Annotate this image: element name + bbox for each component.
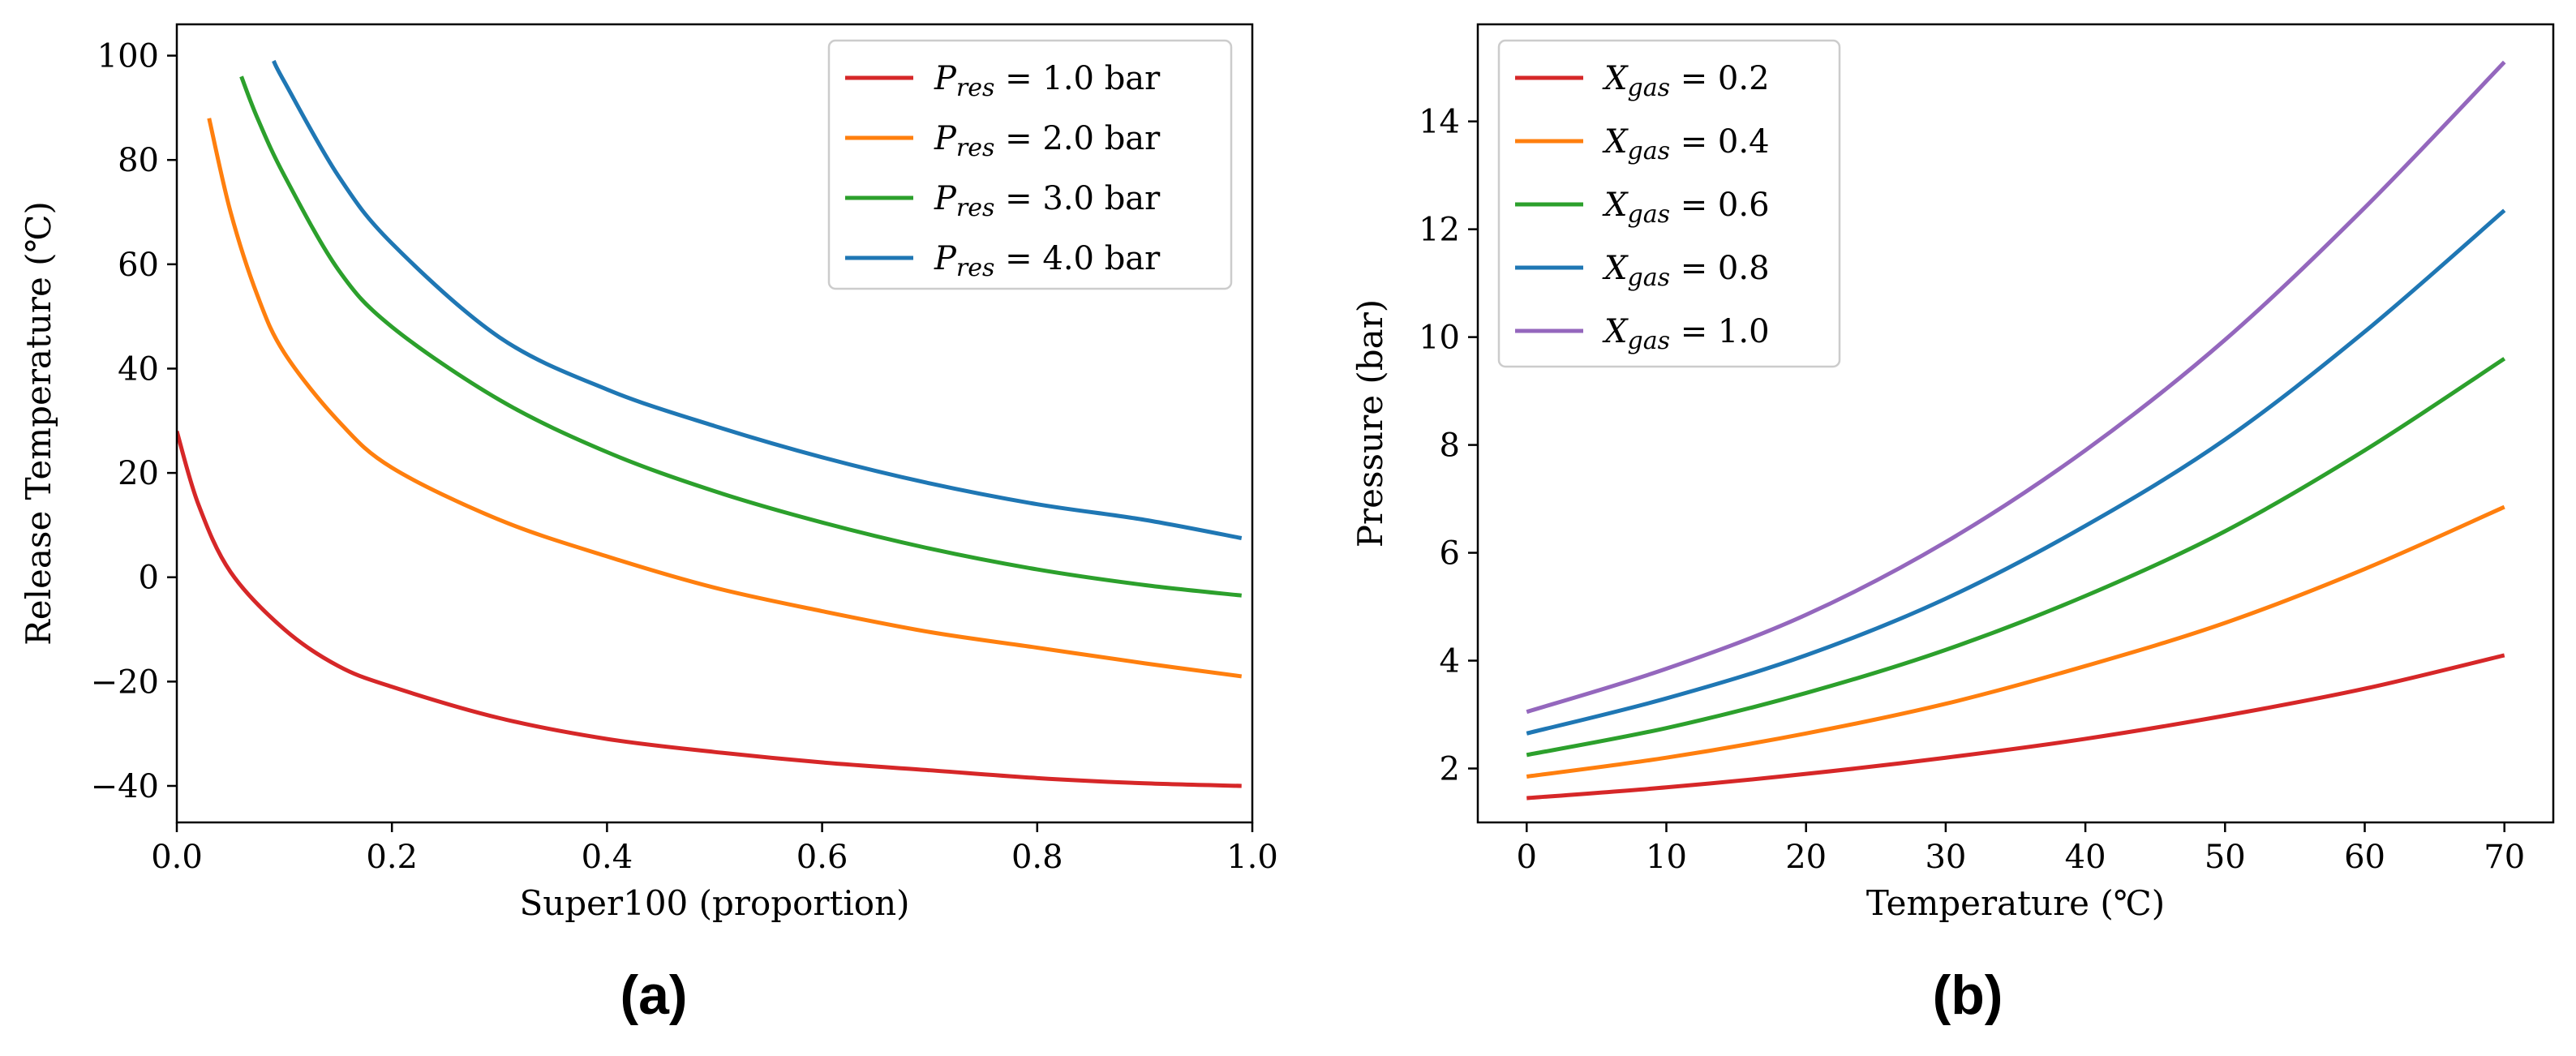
x-tick-label: 0.6	[796, 839, 848, 876]
legend-box	[1497, 39, 1841, 368]
x-axis-label: Super100 (proportion)	[519, 883, 909, 923]
legend-entry: Pres = 1.0 bar	[934, 60, 1161, 102]
y-axis-label: Pressure (bar)	[1350, 299, 1390, 547]
y-tick-label: 14	[1419, 104, 1460, 141]
y-tick-label: 8	[1440, 427, 1460, 465]
y-tick-label: 0	[139, 560, 159, 597]
x-tick-label: 30	[1925, 839, 1966, 876]
legend: Xgas = 0.2 Xgas = 0.4 Xgas = 0.6 Xgas = 0.8…	[1497, 39, 1841, 368]
y-tick-label: 12	[1419, 212, 1460, 249]
plot-frame	[175, 23, 1254, 824]
legend-entry: Xgas = 0.2	[1602, 60, 1770, 102]
y-tick-label: 4	[1440, 643, 1460, 680]
y-tick-label: 80	[118, 142, 159, 179]
series-line-1	[1526, 653, 2505, 801]
series-line-1	[177, 430, 1242, 788]
legend-box	[827, 39, 1233, 290]
x-tick-label: 70	[2484, 839, 2525, 876]
y-tick-label: 6	[1440, 535, 1460, 573]
series-line-2	[207, 118, 1243, 679]
legend: Pres = 1.0 bar Pres = 2.0 bar Pres = 3.0 b…	[827, 39, 1233, 290]
legend-entry: Pres = 4.0 bar	[934, 240, 1161, 282]
x-tick-label: 0.4	[582, 839, 633, 876]
series-line-4	[272, 59, 1243, 540]
legend-entry: Xgas = 0.6	[1602, 187, 1770, 229]
chart-panel-b: 0 10 20 30 40 50 60 70 2 4 6 8 10 12 14 Temperature (℃)…	[1350, 23, 2555, 1026]
y-tick-label: 100	[97, 38, 159, 75]
x-tick-label: 0	[1517, 839, 1537, 876]
y-tick-label: 10	[1419, 320, 1460, 357]
x-tick-label: 0.0	[151, 839, 203, 876]
legend-entry: Pres = 3.0 bar	[934, 180, 1161, 222]
series-line-5	[1526, 60, 2506, 715]
x-tick-label: 0.8	[1011, 839, 1063, 876]
series-line-4	[1526, 208, 2506, 736]
x-tick-label: 40	[2065, 839, 2106, 876]
series-line-2	[1526, 504, 2505, 779]
x-tick-label: 1.0	[1226, 839, 1278, 876]
panel-label: (a)	[620, 964, 687, 1026]
x-tick-label: 60	[2344, 839, 2385, 876]
series-line-3	[1526, 357, 2506, 758]
y-axis-label: Release Temperature (℃)	[19, 201, 58, 646]
x-axis-label: Temperature (℃)	[1866, 883, 2165, 923]
chart-panel-a: 0.0 0.2 0.4 0.6 0.8 1.0 −40 −20 0 20 40 60 80 100 Supe…	[19, 23, 1278, 1026]
y-tick-label: 2	[1440, 751, 1460, 788]
y-tick-label: −20	[91, 663, 159, 701]
legend-entry: Xgas = 1.0	[1602, 313, 1770, 355]
x-tick-label: 20	[1785, 839, 1827, 876]
plot-frame	[1476, 23, 2555, 824]
y-tick-label: 40	[118, 350, 159, 388]
legend-entry: Pres = 2.0 bar	[934, 120, 1161, 162]
x-tick-label: 0.2	[366, 839, 418, 876]
legend-entry: Xgas = 0.4	[1602, 123, 1770, 165]
x-tick-label: 50	[2205, 839, 2246, 876]
y-tick-label: 20	[118, 455, 159, 492]
series-line-3	[239, 75, 1243, 598]
y-tick-label: −40	[91, 768, 159, 805]
y-tick-label: 60	[118, 247, 159, 284]
panel-label: (b)	[1933, 964, 2003, 1026]
legend-entry: Xgas = 0.8	[1602, 250, 1770, 292]
x-tick-label: 10	[1646, 839, 1687, 876]
